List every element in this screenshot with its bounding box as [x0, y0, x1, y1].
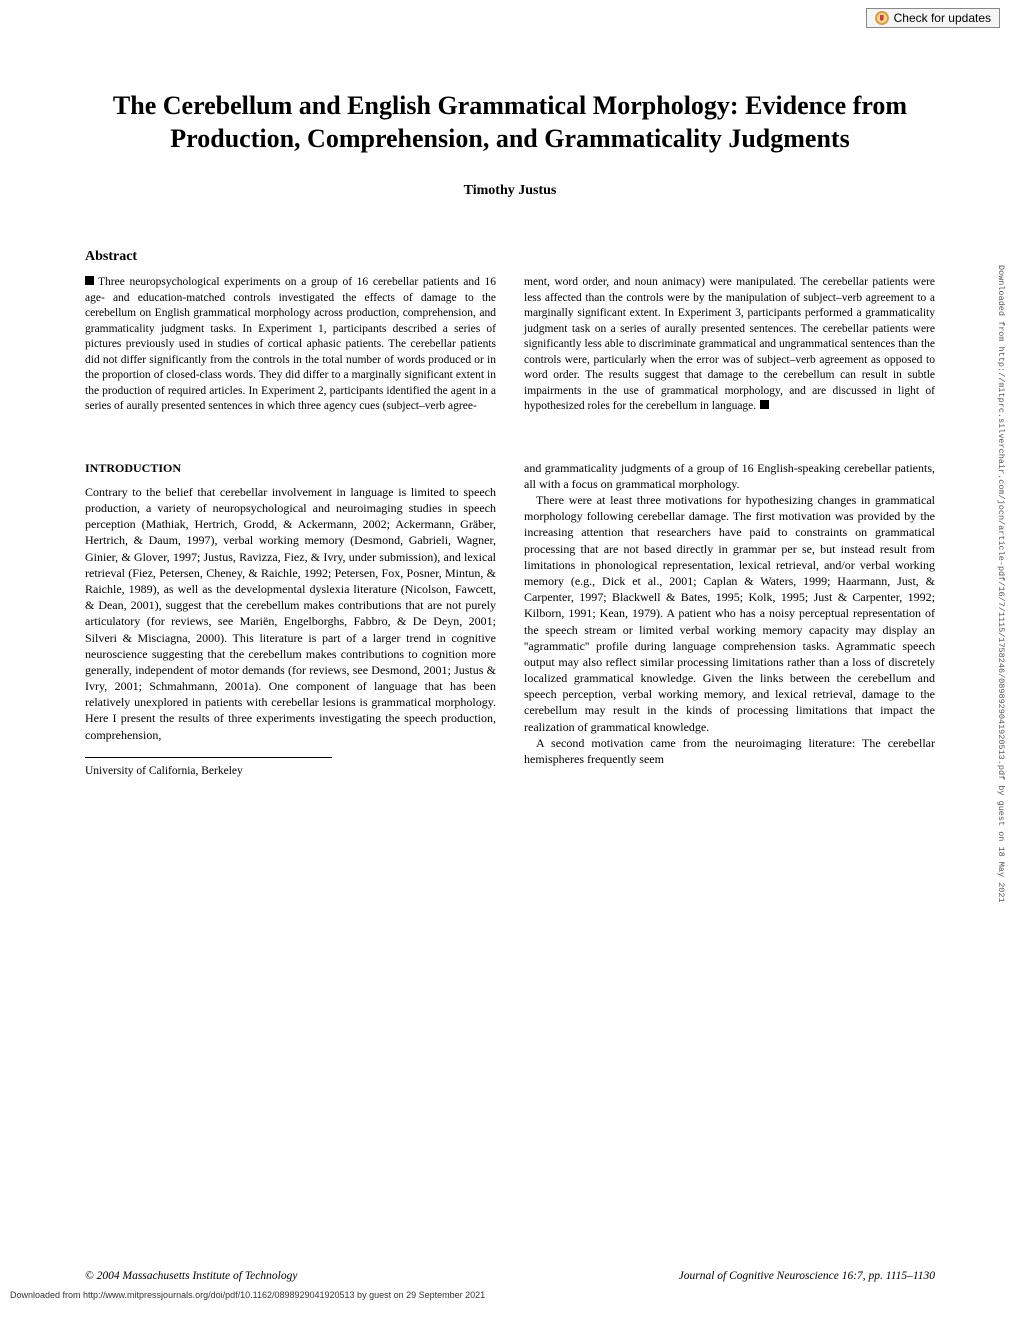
body-left-column: INTRODUCTION Contrary to the belief that…	[85, 460, 496, 780]
abstract-end-marker	[760, 400, 769, 409]
abstract-columns: Three neuropsychological experiments on …	[85, 275, 935, 415]
abstract-right-column: ment, word order, and noun animacy) were…	[524, 275, 935, 415]
copyright: © 2004 Massachusetts Institute of Techno…	[85, 1270, 297, 1282]
page-footer: © 2004 Massachusetts Institute of Techno…	[85, 1270, 935, 1282]
check-updates-icon	[875, 11, 889, 25]
page-content: The Cerebellum and English Grammatical M…	[0, 0, 1020, 809]
abstract-heading: Abstract	[85, 249, 935, 265]
intro-right-para2: There were at least three motivations fo…	[524, 492, 935, 735]
introduction-heading: INTRODUCTION	[85, 460, 496, 476]
intro-right-para1: and grammaticality judgments of a group …	[524, 460, 935, 492]
author-name: Timothy Justus	[85, 183, 935, 199]
body-right-column: and grammaticality judgments of a group …	[524, 460, 935, 780]
check-updates-label: Check for updates	[894, 11, 991, 25]
check-updates-badge[interactable]: Check for updates	[866, 8, 1000, 28]
journal-citation: Journal of Cognitive Neuroscience 16:7, …	[679, 1270, 935, 1282]
article-title: The Cerebellum and English Grammatical M…	[85, 90, 935, 155]
side-download-note: Downloaded from http://mitprc.silverchai…	[996, 265, 1006, 903]
abstract-start-marker	[85, 276, 94, 285]
abstract-left-column: Three neuropsychological experiments on …	[85, 275, 496, 415]
intro-left-para: Contrary to the belief that cerebellar i…	[85, 484, 496, 743]
body-columns: INTRODUCTION Contrary to the belief that…	[85, 460, 935, 780]
abstract-right-text: ment, word order, and noun animacy) were…	[524, 276, 935, 412]
intro-right-para3: A second motivation came from the neuroi…	[524, 735, 935, 767]
download-note: Downloaded from http://www.mitpressjourn…	[10, 1290, 485, 1300]
affiliation-rule	[85, 757, 332, 758]
affiliation: University of California, Berkeley	[85, 764, 496, 780]
abstract-left-text: Three neuropsychological experiments on …	[85, 276, 496, 412]
